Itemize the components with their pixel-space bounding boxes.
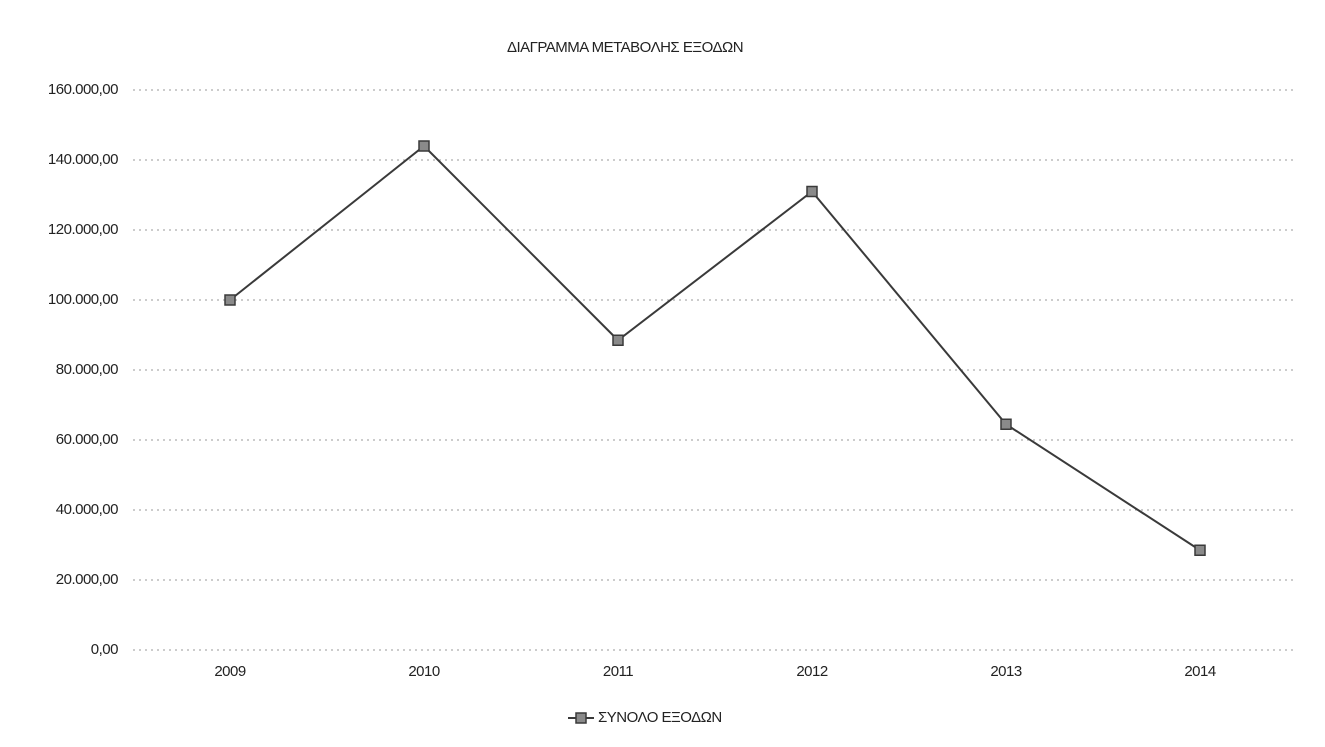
- y-tick-label: 20.000,00: [56, 571, 118, 588]
- legend-label: ΣΥΝΟΛΟ ΕΞΟΔΩΝ: [598, 709, 722, 726]
- x-tick-label: 2014: [1184, 663, 1216, 680]
- point-marker: [806, 185, 818, 198]
- x-tick-label: 2009: [214, 663, 246, 680]
- x-tick-label: 2013: [990, 663, 1022, 680]
- x-tick-label: 2011: [603, 663, 633, 680]
- x-tick-label: 2010: [408, 663, 440, 680]
- point-marker: [612, 334, 624, 346]
- legend-marker: [575, 712, 587, 724]
- chart-title: ΔΙΑΓΡΑΜΜΑ ΜΕΤΑΒΟΛΗΣ ΕΞΟΔΩΝ: [507, 39, 743, 56]
- point-marker: [1194, 544, 1206, 556]
- y-tick-label: 80.000,00: [56, 361, 118, 378]
- y-tick-label: 40.000,00: [56, 501, 118, 518]
- y-tick-label: 120.000,00: [48, 221, 118, 238]
- y-tick-label: 60.000,00: [56, 431, 118, 448]
- y-tick-label: 100.000,00: [48, 291, 118, 308]
- y-tick-label: 140.000,00: [48, 151, 118, 168]
- y-tick-label: 0,00: [91, 641, 118, 658]
- series-line: [229, 144, 1201, 552]
- point-marker: [224, 294, 236, 306]
- point-marker: [1000, 418, 1012, 430]
- point-marker: [418, 140, 430, 152]
- x-tick-label: 2012: [796, 663, 828, 680]
- y-tick-label: 160.000,00: [48, 81, 118, 98]
